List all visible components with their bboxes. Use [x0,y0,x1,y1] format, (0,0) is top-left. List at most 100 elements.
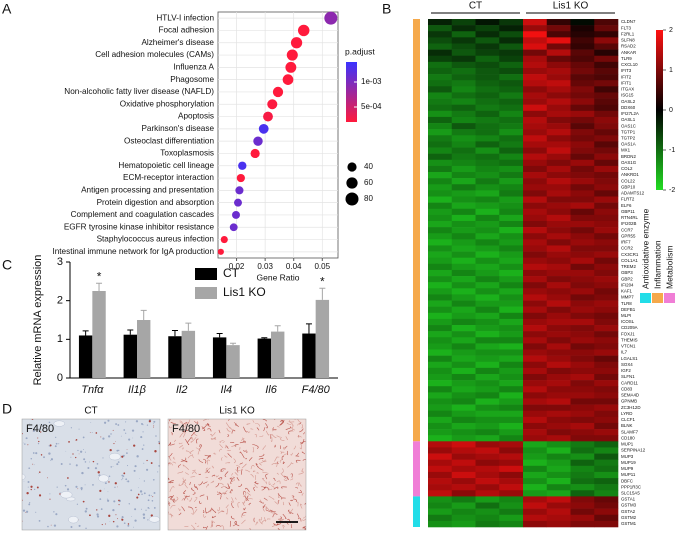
row-group-bar [413,19,420,441]
heatmap-cell [547,325,571,331]
stain-speck [151,462,153,464]
panel-label: C [2,257,12,273]
stain-speck [113,430,114,431]
heatmap-cell [523,135,547,141]
stain-speck [149,495,151,497]
dot [285,62,296,73]
size-legend-label: 80 [364,194,373,203]
stain-speck [141,509,142,510]
heatmap-cell [452,258,476,264]
heatmap-cell [476,503,500,509]
heatmap-cell [571,515,595,521]
heatmap-cell [452,288,476,294]
heatmap-cell [547,135,571,141]
heatmap-cell [571,294,595,300]
heatmap-cell [499,484,523,490]
gene-label: GSTM1 [621,521,637,526]
heatmap-cell [428,50,452,56]
stain-speck [29,502,30,503]
gene-label: IFIT1 [621,80,632,85]
heatmap-cell [452,294,476,300]
stain-speck [110,433,111,434]
heatmap-cell [523,160,547,166]
heatmap-cell [523,294,547,300]
heatmap-cell [499,374,523,380]
gene-label: MUP11 [621,472,636,477]
heatmap-cell [452,454,476,460]
heatmap-cell [594,288,618,294]
heatmap-cell [571,362,595,368]
stain-speck [153,423,154,424]
stain-speck [147,507,149,509]
heatmap-cell [547,319,571,325]
dot [232,211,240,219]
heatmap-cell [452,148,476,154]
heatmap-cell [428,307,452,313]
gene-label: GPNMB [621,399,637,404]
heatmap-cell [547,264,571,270]
heatmap-cell [428,123,452,129]
heatmap-cell [594,478,618,484]
heatmap-cell [499,148,523,154]
stain-speck [23,443,24,444]
heatmap-cell [547,454,571,460]
heatmap-cell [523,233,547,239]
stain-speck [143,513,145,515]
y-tick-label: Toxoplasmosis [160,149,214,158]
stain-speck [115,482,117,484]
heatmap-cell [571,203,595,209]
heatmap-cell [428,521,452,527]
heatmap-cell [499,490,523,496]
heatmap-cell [499,209,523,215]
heatmap-cell [571,111,595,117]
panel-label: B [382,1,391,17]
heatmap-cell [428,245,452,251]
stain-speck [95,467,97,469]
gene-label: CD83 [621,386,633,391]
stain-speck [108,481,109,482]
heatmap-cell [523,454,547,460]
stain-speck [154,507,156,509]
heatmap-cell [547,472,571,478]
y-tick-label: HTLV-I infection [156,13,214,22]
heatmap-cell [594,239,618,245]
heatmap-cell [594,460,618,466]
heatmap-cell [499,460,523,466]
heatmap-cell [571,478,595,484]
heatmap-cell [428,178,452,184]
stain-speck [79,525,81,527]
heatmap-cell [523,331,547,337]
gene-label: OAS1C [621,123,636,128]
heatmap-cell [547,362,571,368]
stain-speck [76,440,77,441]
heatmap-cell [452,141,476,147]
heatmap-cell [452,135,476,141]
heatmap-cell [547,466,571,472]
heatmap-cell [452,386,476,392]
heatmap-cell [547,227,571,233]
heatmap-cell [476,203,500,209]
heatmap-cell [594,166,618,172]
heatmap-cell [499,141,523,147]
x-tick-label: 0.05 [314,262,330,271]
heatmap-cell [499,37,523,43]
stain-speck [139,478,140,479]
bar [92,291,105,378]
colorbar-tick-label: -2 [669,187,675,194]
bar [79,335,92,378]
stain-speck [146,469,148,471]
dot [267,99,277,109]
gene-label: GBP10 [621,184,636,189]
stain-speck [54,525,56,527]
heatmap-cell [594,31,618,37]
heatmap-cell [594,350,618,356]
heatmap-cell [476,337,500,343]
heatmap-cell [428,294,452,300]
stain-speck [128,439,130,441]
stain-speck [143,444,144,445]
bar [168,336,181,378]
heatmap-cell [428,25,452,31]
heatmap-cell [547,496,571,502]
heatmap-cell [547,398,571,404]
gene-label: MMP7 [621,295,634,300]
